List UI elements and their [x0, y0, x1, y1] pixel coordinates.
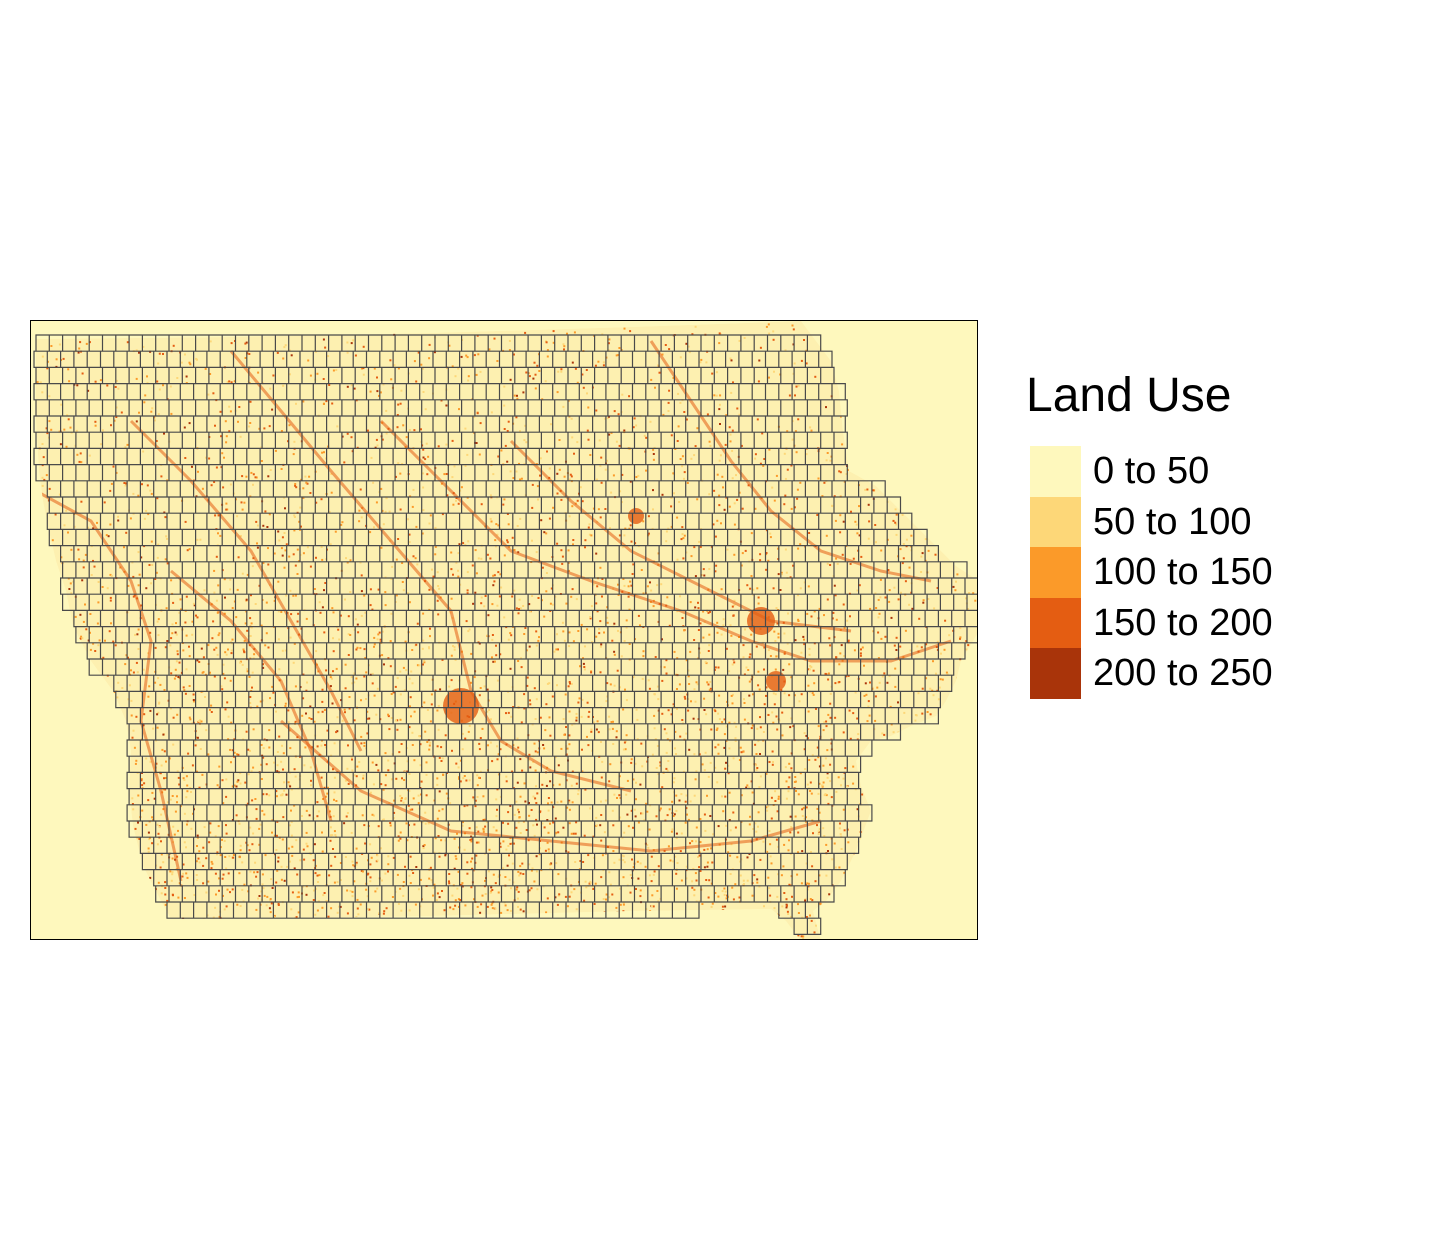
legend-label: 100 to 150 [1093, 551, 1273, 594]
legend-item: 0 to 50 [1026, 446, 1273, 497]
urban-area [747, 607, 775, 635]
stream-corridor [649, 340, 932, 583]
land-use-raster-map [31, 321, 977, 939]
legend-label: 200 to 250 [1093, 652, 1273, 695]
legend-swatch [1030, 547, 1081, 598]
map-panel [30, 320, 978, 940]
stream-corridor [129, 419, 363, 752]
urban-area [766, 671, 786, 691]
legend-item: 200 to 250 [1026, 648, 1273, 699]
tile-grid-lines [33, 334, 977, 935]
stream-corridor [170, 569, 333, 822]
urban-area [628, 508, 644, 524]
legend-label: 150 to 200 [1093, 601, 1273, 644]
legend-swatch [1030, 597, 1081, 648]
legend-swatch [1030, 648, 1081, 699]
legend-label: 50 to 100 [1093, 500, 1252, 543]
legend-item: 150 to 200 [1026, 597, 1273, 648]
stream-corridor [509, 439, 852, 633]
legend-items: 0 to 50 50 to 100 100 to 150 150 to 200 200 … [1026, 446, 1273, 699]
legend-swatch [1030, 496, 1081, 547]
legend: Land Use 0 to 50 50 to 100 100 to 150 150 t… [1026, 372, 1273, 699]
stream-corridor [36, 489, 183, 882]
land-use-pixels [36, 321, 977, 939]
legend-item: 50 to 100 [1026, 496, 1273, 547]
stream-corridor [280, 719, 822, 853]
legend-swatch [1030, 446, 1081, 497]
legend-title: Land Use [1026, 369, 1232, 422]
legend-label: 0 to 50 [1093, 450, 1210, 493]
tile-grid [33, 334, 977, 935]
legend-item: 100 to 150 [1026, 547, 1273, 598]
